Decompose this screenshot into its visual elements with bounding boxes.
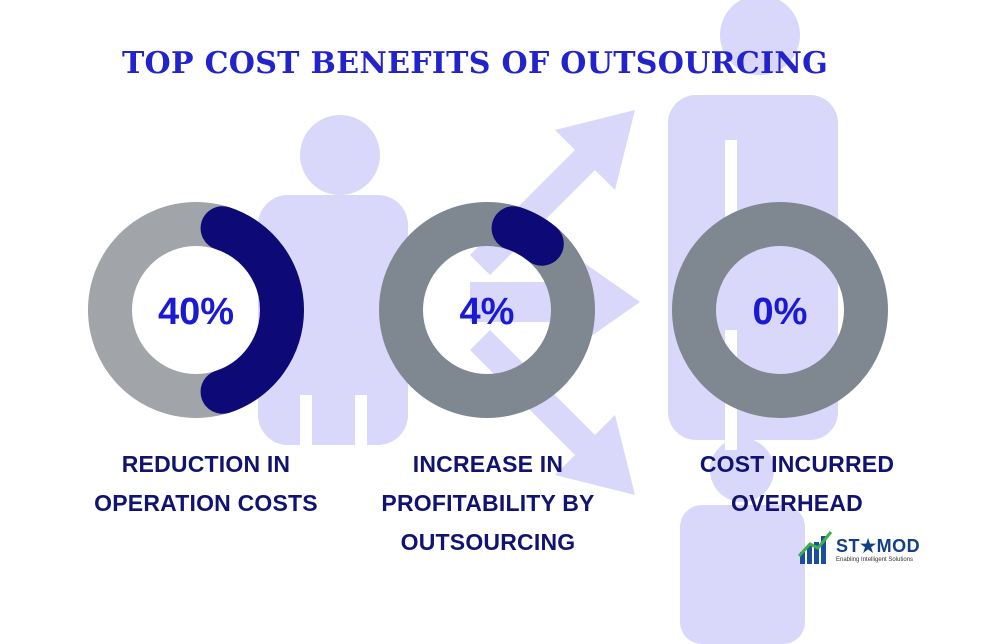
company-logo: ST★MOD Enabling Intelligent Solutions <box>798 530 921 570</box>
caption-line: OPERATION COSTS <box>94 490 318 516</box>
caption-line: PROFITABILITY BY <box>381 490 595 516</box>
caption-line: INCREASE IN <box>412 451 564 477</box>
caption-increase-profitability: INCREASE IN PROFITABILITY BY OUTSOURCING <box>358 445 618 562</box>
person-head-top-right <box>720 0 800 75</box>
person-body-left <box>258 195 408 445</box>
bar-chart-logo-icon <box>798 531 833 564</box>
donut-ring-3 <box>672 202 888 418</box>
donut-progress-1 <box>200 206 304 414</box>
donut-ring-2 <box>379 202 595 418</box>
person-head-bottom-right <box>710 438 774 502</box>
caption-line: COST INCURRED <box>699 451 895 477</box>
page-title: TOP COST BENEFITS OF OUTSOURCING <box>121 46 829 81</box>
caption-line: REDUCTION IN <box>121 451 291 477</box>
caption-reduction-operation-costs: REDUCTION IN OPERATION COSTS <box>76 445 336 523</box>
logo-name: ST★MOD <box>836 536 921 556</box>
person-head-left <box>300 115 380 195</box>
caption-cost-incurred-overhead: COST INCURRED OVERHEAD <box>667 445 927 523</box>
percent-label-3: 0% <box>753 291 808 333</box>
person-body-bottom-right <box>680 505 805 644</box>
caption-line: OUTSOURCING <box>400 529 576 555</box>
donut-progress-2 <box>491 206 564 266</box>
logo-tagline: Enabling Intelligent Solutions <box>836 557 914 563</box>
percent-label-1: 40% <box>158 291 234 333</box>
percent-label-2: 4% <box>460 291 515 333</box>
caption-line: OVERHEAD <box>731 490 863 516</box>
arrow-right-icon <box>580 260 640 344</box>
